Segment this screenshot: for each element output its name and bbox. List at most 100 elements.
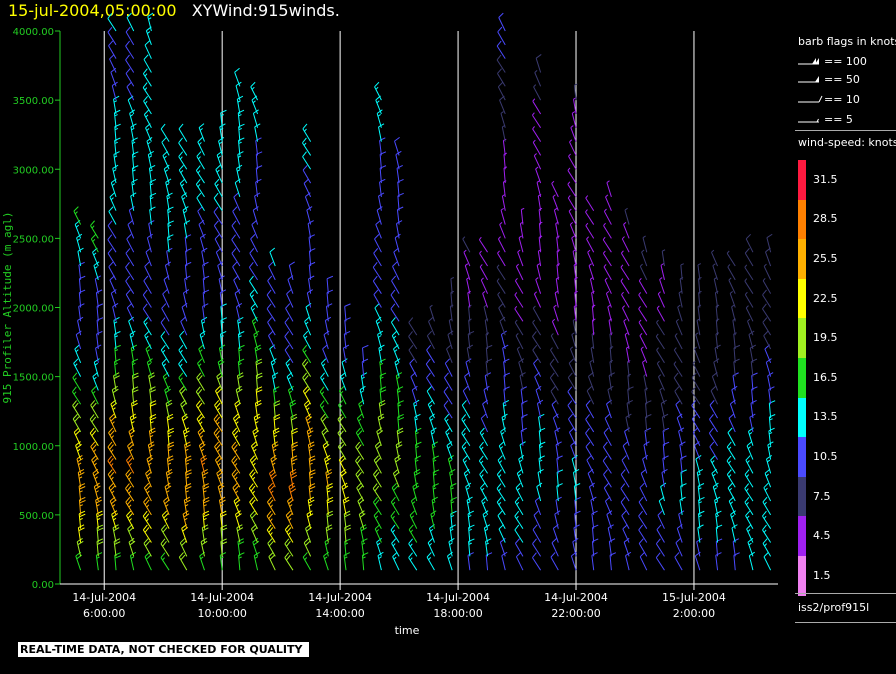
wind-barb bbox=[374, 303, 382, 322]
wind-barb bbox=[744, 496, 754, 516]
wind-barb bbox=[249, 469, 258, 488]
wind-barb bbox=[144, 40, 152, 59]
wind-barb bbox=[178, 151, 188, 170]
wind-barb bbox=[623, 222, 630, 239]
wind-barb bbox=[337, 427, 347, 447]
wind-barb bbox=[638, 510, 648, 529]
wind-barb bbox=[126, 303, 135, 322]
wind-barb bbox=[199, 330, 206, 350]
wind-barb bbox=[183, 496, 191, 515]
wind-barb bbox=[93, 482, 101, 502]
barb-legend-100: == 100 bbox=[797, 55, 896, 69]
wind-barb bbox=[196, 192, 205, 211]
wind-barb bbox=[426, 330, 435, 350]
wind-barb bbox=[142, 82, 152, 101]
wind-barb bbox=[709, 441, 718, 460]
wind-barb bbox=[573, 524, 580, 543]
wind-barb bbox=[147, 12, 154, 32]
wind-barb bbox=[323, 330, 330, 350]
wind-barb bbox=[408, 524, 418, 543]
wind-barb bbox=[638, 524, 648, 543]
wind-barb bbox=[608, 372, 615, 391]
wind-barb bbox=[303, 538, 312, 557]
wind-barb bbox=[250, 303, 259, 322]
wind-barb bbox=[482, 510, 489, 529]
wind-barb bbox=[266, 303, 276, 322]
wind-barb bbox=[254, 399, 262, 419]
wind-barb bbox=[302, 165, 312, 184]
wind-barb bbox=[268, 261, 276, 281]
barb-legend-title: barb flags in knots bbox=[798, 35, 896, 48]
wind-barb bbox=[710, 455, 718, 474]
wind-barb bbox=[514, 292, 524, 308]
wind-barb bbox=[500, 207, 506, 225]
wind-barb bbox=[390, 289, 400, 308]
wind-barb bbox=[538, 413, 545, 432]
wind-barb bbox=[252, 109, 259, 128]
wind-barb bbox=[693, 346, 701, 363]
wind-barb bbox=[461, 400, 471, 419]
wind-barb bbox=[160, 344, 170, 364]
wind-barb bbox=[325, 469, 333, 488]
wind-barb bbox=[302, 137, 312, 156]
colorbar-label: 10.5 bbox=[813, 450, 838, 463]
wind-barb bbox=[131, 399, 138, 419]
wind-barb bbox=[640, 346, 648, 363]
wind-barb bbox=[166, 413, 174, 432]
wind-barb bbox=[237, 538, 245, 557]
wind-barb bbox=[302, 358, 312, 377]
wind-barb bbox=[497, 26, 506, 46]
wind-barb bbox=[620, 278, 630, 294]
wind-barb bbox=[184, 441, 191, 460]
wind-barb bbox=[537, 249, 542, 267]
wind-barb bbox=[142, 524, 152, 543]
wind-barb bbox=[302, 123, 312, 142]
y-tick-label: 1000.00 bbox=[13, 442, 54, 453]
wind-barb bbox=[178, 358, 188, 377]
wind-barb bbox=[426, 386, 435, 405]
wind-barb bbox=[478, 455, 488, 474]
wind-barb bbox=[390, 496, 400, 516]
colorbar-label: 19.5 bbox=[813, 331, 838, 345]
wind-barb bbox=[233, 192, 241, 211]
wind-barb bbox=[656, 347, 665, 364]
wind-barb bbox=[698, 290, 702, 308]
wind-barb bbox=[519, 372, 526, 391]
wind-barb bbox=[496, 54, 506, 73]
wind-barb bbox=[236, 95, 244, 115]
wind-barb bbox=[695, 332, 701, 350]
wind-barb bbox=[284, 344, 294, 364]
wind-barb bbox=[532, 98, 542, 115]
wind-barb bbox=[429, 304, 435, 322]
wind-barb bbox=[712, 263, 719, 281]
wind-barb bbox=[248, 483, 258, 502]
wind-barb bbox=[466, 496, 473, 515]
wind-barb bbox=[762, 496, 772, 516]
wind-barb bbox=[745, 305, 754, 322]
wind-barb bbox=[606, 180, 612, 198]
wind-barb bbox=[180, 316, 188, 336]
wind-barb bbox=[232, 261, 241, 281]
wind-barb bbox=[712, 482, 719, 502]
wind-barb bbox=[660, 482, 667, 502]
x-tick-time: 10:00:00 bbox=[197, 607, 246, 620]
wind-barb bbox=[426, 372, 435, 391]
wind-barb bbox=[284, 552, 294, 571]
wind-barb bbox=[532, 126, 542, 142]
wind-barb bbox=[178, 137, 188, 156]
wind-barb bbox=[125, 26, 135, 46]
wind-barb bbox=[341, 358, 348, 377]
wind-barb bbox=[113, 95, 120, 115]
wind-barb bbox=[554, 510, 561, 529]
wind-barb bbox=[373, 248, 382, 267]
wind-barb bbox=[254, 123, 261, 142]
wind-barb bbox=[571, 235, 577, 253]
wind-barb bbox=[727, 482, 736, 502]
wind-barb bbox=[195, 165, 205, 184]
wind-barb bbox=[408, 331, 418, 350]
wind-barb bbox=[198, 344, 205, 363]
wind-barb bbox=[90, 234, 99, 253]
wind-barb bbox=[604, 413, 612, 433]
colorbar-swatch bbox=[798, 199, 806, 240]
wind-barb bbox=[655, 333, 665, 350]
